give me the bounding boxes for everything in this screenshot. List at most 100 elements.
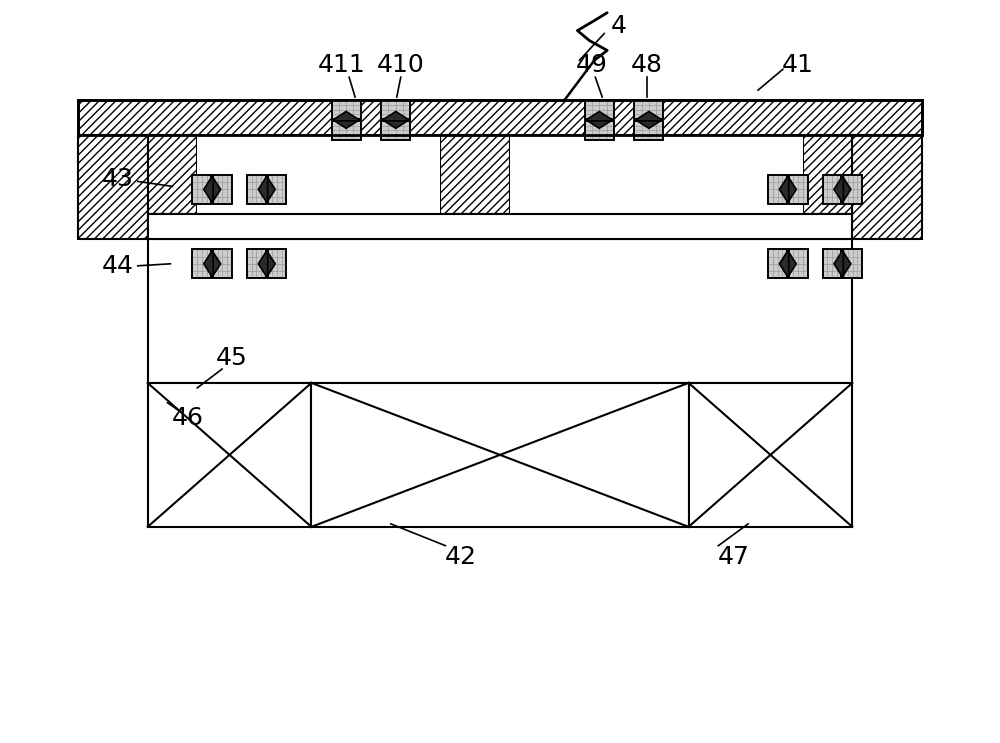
Text: 43: 43 [102,167,134,192]
Text: 46: 46 [171,406,203,429]
Bar [843,249,862,279]
Text: 45: 45 [216,346,248,370]
Bar [213,175,232,204]
Bar [268,249,286,279]
Polygon shape [266,249,275,279]
Text: 44: 44 [102,254,134,278]
Bar [247,249,266,279]
Bar [789,249,808,279]
Bar [634,121,663,140]
Bar [381,100,410,119]
Bar [78,100,922,134]
Bar [197,134,440,239]
Bar [852,134,922,239]
Bar [332,121,361,140]
Bar [768,175,787,204]
Polygon shape [258,175,268,204]
Bar [197,134,440,214]
Bar [789,249,808,279]
Bar [585,100,614,119]
Bar [585,121,614,140]
Bar [381,100,410,119]
Bar [585,100,614,119]
Bar [843,249,862,279]
Bar [843,175,862,204]
Bar [510,134,803,239]
Polygon shape [332,119,361,129]
Text: 47: 47 [717,545,749,568]
Bar [789,175,808,204]
Bar [823,175,841,204]
Polygon shape [779,249,789,279]
Bar [585,121,614,140]
Polygon shape [585,119,614,129]
Bar [634,100,663,119]
Bar [634,100,663,119]
Text: 41: 41 [782,53,814,77]
Bar [843,175,862,204]
Polygon shape [841,249,851,279]
Bar [311,383,689,527]
Bar [510,134,803,214]
Bar [192,175,211,204]
Polygon shape [634,119,663,129]
Bar [192,249,211,279]
Bar [192,175,211,204]
Polygon shape [787,175,796,204]
Bar [768,175,787,204]
Polygon shape [332,111,361,121]
Bar [768,249,787,279]
Bar [768,249,787,279]
Text: 4: 4 [611,13,627,38]
Bar [332,100,361,119]
Bar [213,249,232,279]
Polygon shape [779,175,789,204]
Polygon shape [204,249,213,279]
Bar [803,134,852,214]
Bar [78,100,922,134]
Polygon shape [634,111,663,121]
Polygon shape [787,249,796,279]
Bar [268,249,286,279]
Bar [213,175,232,204]
Polygon shape [834,175,843,204]
Polygon shape [258,249,268,279]
Bar [268,175,286,204]
Bar [268,175,286,204]
Bar [78,134,148,239]
Bar [148,239,852,383]
Bar [148,214,852,239]
Bar [148,134,197,214]
Bar [247,249,266,279]
Bar [381,121,410,140]
Bar [247,175,266,204]
Bar [440,134,510,214]
Bar [823,249,841,279]
Polygon shape [204,175,213,204]
Text: 411: 411 [317,53,365,77]
Bar [381,121,410,140]
Bar [332,100,361,119]
Polygon shape [841,175,851,204]
Text: 42: 42 [444,545,476,568]
Polygon shape [381,119,410,129]
Bar [247,175,266,204]
Polygon shape [266,175,275,204]
Bar [192,249,211,279]
Polygon shape [381,111,410,121]
Polygon shape [211,175,221,204]
Bar [148,383,311,527]
Polygon shape [211,249,221,279]
Bar [213,249,232,279]
Text: 49: 49 [575,53,607,77]
Bar [823,175,841,204]
Bar [689,383,852,527]
Bar [823,249,841,279]
Text: 410: 410 [377,53,425,77]
Text: 48: 48 [631,53,663,77]
Polygon shape [834,249,843,279]
Bar [789,175,808,204]
Bar [634,121,663,140]
Polygon shape [585,111,614,121]
Bar [332,121,361,140]
